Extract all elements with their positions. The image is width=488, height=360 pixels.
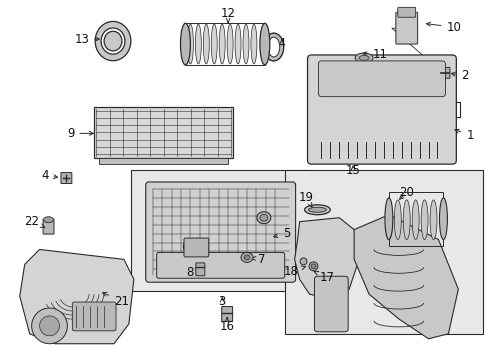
FancyBboxPatch shape bbox=[145, 182, 295, 282]
Ellipse shape bbox=[264, 33, 283, 61]
Ellipse shape bbox=[439, 198, 447, 239]
Ellipse shape bbox=[203, 24, 209, 64]
FancyBboxPatch shape bbox=[43, 219, 54, 234]
Ellipse shape bbox=[235, 24, 241, 64]
Text: 12: 12 bbox=[220, 7, 235, 23]
Text: 6: 6 bbox=[181, 241, 195, 254]
Ellipse shape bbox=[187, 24, 193, 64]
Text: 17: 17 bbox=[313, 271, 334, 284]
Polygon shape bbox=[353, 215, 457, 339]
FancyBboxPatch shape bbox=[183, 238, 208, 257]
Text: 14: 14 bbox=[265, 37, 286, 50]
Text: 20: 20 bbox=[398, 186, 413, 199]
Ellipse shape bbox=[403, 200, 409, 239]
Ellipse shape bbox=[385, 200, 391, 239]
Text: 1: 1 bbox=[454, 129, 473, 142]
FancyBboxPatch shape bbox=[61, 172, 72, 184]
Bar bbox=[99, 158, 228, 164]
Ellipse shape bbox=[259, 214, 267, 221]
Text: 5: 5 bbox=[273, 227, 289, 240]
FancyBboxPatch shape bbox=[72, 302, 116, 331]
Text: 7: 7 bbox=[251, 253, 265, 266]
Ellipse shape bbox=[180, 23, 190, 65]
Circle shape bbox=[40, 316, 60, 336]
Ellipse shape bbox=[219, 24, 224, 64]
Text: 19: 19 bbox=[298, 192, 313, 207]
Polygon shape bbox=[20, 249, 134, 344]
Ellipse shape bbox=[104, 31, 122, 51]
Ellipse shape bbox=[256, 212, 270, 224]
Ellipse shape bbox=[101, 28, 124, 54]
Text: 10: 10 bbox=[426, 21, 460, 34]
Ellipse shape bbox=[211, 24, 217, 64]
FancyBboxPatch shape bbox=[156, 252, 284, 278]
Polygon shape bbox=[294, 218, 358, 299]
Ellipse shape bbox=[393, 200, 401, 239]
FancyBboxPatch shape bbox=[318, 61, 445, 96]
Ellipse shape bbox=[429, 200, 436, 239]
Text: 21: 21 bbox=[102, 293, 129, 307]
Text: 8: 8 bbox=[185, 266, 199, 279]
Ellipse shape bbox=[354, 53, 372, 63]
Ellipse shape bbox=[308, 262, 317, 271]
Ellipse shape bbox=[267, 37, 279, 57]
Text: 15: 15 bbox=[345, 163, 360, 176]
Ellipse shape bbox=[243, 24, 248, 64]
Ellipse shape bbox=[358, 55, 368, 60]
FancyBboxPatch shape bbox=[284, 170, 482, 334]
FancyBboxPatch shape bbox=[221, 306, 232, 321]
Ellipse shape bbox=[241, 252, 252, 262]
Ellipse shape bbox=[300, 258, 306, 265]
Ellipse shape bbox=[420, 200, 427, 239]
FancyBboxPatch shape bbox=[397, 7, 415, 17]
Ellipse shape bbox=[259, 23, 269, 65]
Text: 11: 11 bbox=[362, 49, 387, 62]
Ellipse shape bbox=[304, 205, 330, 215]
FancyBboxPatch shape bbox=[196, 263, 204, 276]
Bar bbox=[388, 192, 443, 247]
FancyBboxPatch shape bbox=[131, 170, 307, 291]
Text: 9: 9 bbox=[67, 127, 93, 140]
Text: 4: 4 bbox=[41, 168, 58, 181]
Ellipse shape bbox=[43, 217, 53, 223]
Ellipse shape bbox=[310, 264, 315, 269]
Ellipse shape bbox=[226, 24, 233, 64]
FancyBboxPatch shape bbox=[94, 107, 233, 158]
Text: 16: 16 bbox=[219, 318, 234, 333]
FancyBboxPatch shape bbox=[314, 276, 347, 332]
FancyBboxPatch shape bbox=[307, 55, 455, 164]
Ellipse shape bbox=[384, 198, 392, 239]
Ellipse shape bbox=[195, 24, 201, 64]
Text: 3: 3 bbox=[218, 294, 225, 307]
Ellipse shape bbox=[411, 200, 418, 239]
FancyBboxPatch shape bbox=[440, 67, 449, 78]
Ellipse shape bbox=[250, 24, 256, 64]
Text: 18: 18 bbox=[283, 265, 305, 278]
Text: 13: 13 bbox=[74, 33, 99, 46]
Ellipse shape bbox=[95, 22, 131, 61]
Circle shape bbox=[32, 308, 67, 344]
Bar bbox=[185, 23, 264, 65]
FancyBboxPatch shape bbox=[395, 12, 417, 44]
Text: 2: 2 bbox=[450, 69, 468, 82]
Text: 22: 22 bbox=[24, 215, 45, 228]
Ellipse shape bbox=[244, 255, 249, 260]
Ellipse shape bbox=[308, 207, 325, 212]
